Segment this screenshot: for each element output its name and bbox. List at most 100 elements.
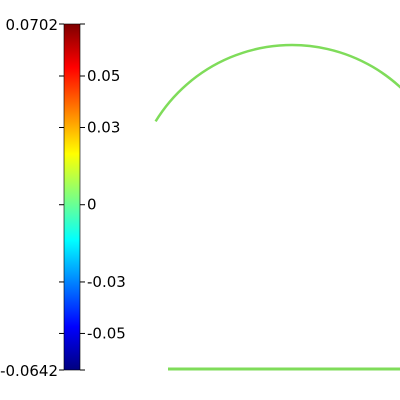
velocity-arrow-head [347,161,351,164]
velocity-arrow [130,201,140,205]
velocity-arrow-head [131,231,134,235]
velocity-arrow [331,113,339,121]
velocity-arrow-head [342,182,346,185]
velocity-arrow [322,245,331,252]
velocity-arrow-head [307,280,311,283]
velocity-arrow-head [318,284,322,287]
velocity-arrow-head [352,337,356,340]
velocity-arrow-head [381,221,384,225]
velocity-arrow-head [390,153,394,156]
velocity-arrow [226,237,237,240]
velocity-arrow-head [271,102,274,106]
velocity-arrow [362,266,371,272]
velocity-arrow-head [169,223,172,227]
velocity-arrow-head [272,57,275,60]
velocity-arrow [269,313,273,323]
velocity-arrow [279,153,280,164]
velocity-arrow [209,293,219,297]
velocity-arrow-head [300,198,304,201]
velocity-arrow-head [210,218,213,222]
velocity-arrow [248,182,252,192]
velocity-arrow-head [343,95,347,98]
velocity-arrow-head [222,254,226,257]
velocity-arrow-head [242,231,245,235]
velocity-arrow-head [357,221,360,225]
velocity-arrow [268,192,272,202]
velocity-arrow-head [369,218,372,222]
velocity-arrow [212,184,223,186]
velocity-arrow [287,288,288,299]
velocity-arrow [283,74,284,84]
velocity-arrow-head [216,310,219,314]
velocity-arrow [347,189,355,196]
velocity-arrow [350,150,361,152]
velocity-arrow-head [235,95,239,98]
velocity-arrow-head [321,252,324,255]
velocity-arrow [342,338,350,345]
velocity-arrow [323,344,329,353]
velocity-arrow [363,184,374,185]
velocity-arrow-head [177,250,180,253]
velocity-arrow-head [236,256,239,259]
velocity-arrow [351,132,362,134]
velocity-arrow-head [268,173,272,176]
velocity-arrow [291,354,292,360]
velocity-arrow-head [215,116,218,120]
velocity-arrow-head [368,266,372,269]
velocity-arrow-head [186,216,189,220]
velocity-arrow [188,301,194,310]
velocity-arrow [192,292,196,302]
velocity-arrow-head [252,172,256,175]
velocity-arrow-head [313,74,316,78]
velocity-arrow-head [353,273,357,276]
velocity-arrow-head [372,303,376,306]
velocity-arrow-head [316,137,319,141]
velocity-arrow [251,60,256,67]
velocity-arrow [151,172,158,181]
velocity-arrow [373,136,382,142]
velocity-arrow [207,210,218,211]
velocity-arrow [181,122,188,130]
velocity-arrow [347,171,348,182]
velocity-arrow-head [141,267,144,270]
velocity-arrow [260,326,266,335]
velocity-arrow-head [262,206,265,210]
velocity-arrow [267,149,269,160]
velocity-arrow-head [355,237,358,240]
velocity-arrow-head [287,201,291,204]
velocity-arrow [152,223,163,224]
velocity-arrow-head [323,344,326,348]
velocity-arrow [321,109,327,118]
velocity-arrow [136,229,147,230]
velocity-arrow [289,237,290,246]
velocity-arrow [392,252,400,255]
velocity-arrow [308,280,309,291]
velocity-arrow-head [307,97,310,100]
velocity-arrow-head [167,140,171,143]
velocity-arrow-head [287,237,291,240]
velocity-arrow-head [234,130,237,133]
velocity-arrow-head [254,294,257,298]
velocity-arrow [208,192,219,193]
velocity-arrow-head [245,119,249,122]
velocity-arrow [315,85,320,95]
velocity-arrow-head [198,96,201,100]
velocity-arrow-head [259,309,262,313]
velocity-arrow [280,65,282,74]
velocity-arrow [262,82,267,91]
velocity-arrow [262,245,269,253]
colorbar-tick-label: -0.03 [87,273,126,291]
velocity-arrow [329,272,332,283]
velocity-arrow-head [193,299,196,302]
velocity-arrow [183,200,193,204]
velocity-arrow [148,233,159,234]
velocity-arrow-head [342,270,345,273]
velocity-arrow-head [343,312,346,315]
velocity-arrow [156,152,159,163]
velocity-arrow-head [193,322,197,325]
velocity-arrow [190,119,199,125]
velocity-arrow [219,215,230,216]
velocity-arrow-head [217,155,220,158]
velocity-arrow [299,145,300,156]
velocity-arrow [300,215,305,225]
